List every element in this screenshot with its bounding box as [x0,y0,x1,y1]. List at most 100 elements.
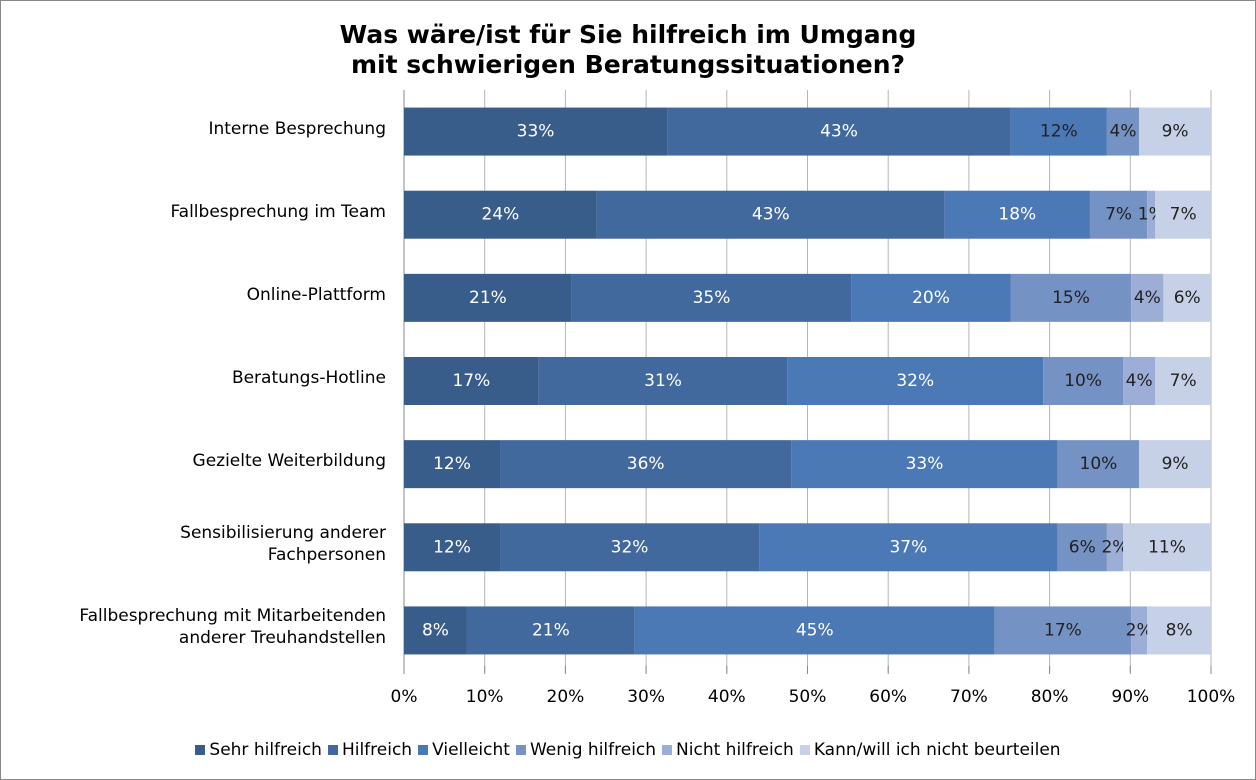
legend-swatch [799,745,810,755]
data-label: 9% [1162,454,1189,474]
bar-segment [1163,273,1211,322]
bar-segment [500,523,760,572]
bar-segment [1057,523,1107,572]
data-label: 12% [433,454,471,474]
chart-title: Was wäre/ist für Sie hilfreich im Umgang… [339,20,917,79]
bar-segment [1131,606,1148,655]
bar-segment [404,523,501,572]
data-label: 4% [1134,288,1161,308]
bar-segment [1147,190,1156,239]
data-label: 7% [1170,205,1197,225]
x-tick-label: 80% [1031,687,1069,707]
bar-segment [1155,190,1211,239]
data-label: 6% [1174,288,1201,308]
bar-segment [634,606,995,655]
bar-segment [404,440,501,489]
bar-segment [1123,523,1211,572]
data-label: 45% [796,620,834,640]
data-label: 10% [1064,371,1102,391]
y-tick-label: Sensibilisierung anderer Fachpersonen [180,523,386,566]
x-tick-label: 50% [789,687,827,707]
x-tick-label: 60% [869,687,907,707]
bar-segment [404,606,467,655]
data-label: 31% [644,371,682,391]
x-tick-label: 40% [708,687,746,707]
data-label: 17% [1044,620,1082,640]
data-label: 2% [1126,620,1153,640]
data-label: 18% [998,205,1036,225]
y-tick-label: Fallbesprechung im Team [170,201,386,222]
legend-item: Hilfreich [327,740,413,760]
data-label: 4% [1126,371,1153,391]
data-label: 6% [1069,537,1096,557]
data-label: 7% [1105,205,1132,225]
bar-segment [500,440,792,489]
data-label: 33% [517,122,555,142]
bar-segment [466,606,635,655]
x-tick-label: 90% [1111,687,1149,707]
data-label: 10% [1080,454,1118,474]
bar-segment [1106,523,1124,572]
legend-item: Sehr hilfreich [195,740,322,760]
bar-segment [759,523,1058,572]
y-tick-label: Fallbesprechung mit Mitarbeitenden ander… [79,606,386,649]
data-label: 17% [452,371,490,391]
legend-label: Sehr hilfreich [209,740,322,760]
bar-segment [1010,273,1132,322]
legend-item: Wenig hilfreich [515,740,656,760]
bar-segment [404,357,539,405]
bar-segment [1057,440,1140,489]
x-tick-label: 100% [1187,687,1236,707]
bar-segment [1123,357,1156,405]
legend-item: Kann/will ich nicht beurteilen [799,740,1061,760]
x-tick-label: 30% [627,687,665,707]
legend-label: Nicht hilfreich [676,740,794,760]
bar-segment [1131,273,1164,322]
data-label: 36% [627,454,665,474]
y-tick-label: Beratungs-Hotline [231,368,386,388]
bar-segment [994,606,1132,655]
legend-label: Vielleicht [432,740,510,760]
data-label: 2% [1101,537,1128,557]
legend-label: Kann/will ich nicht beurteilen [813,740,1061,760]
data-label: 11% [1148,537,1186,557]
legend-swatch [327,745,338,755]
bar-segment [1010,107,1107,156]
bar-segment [1139,107,1211,156]
bar-segment [944,190,1090,239]
data-label: 32% [896,371,934,391]
data-label: 35% [693,288,731,308]
data-label: 24% [482,205,520,225]
legend: Sehr hilfreich Hilfreich Vielleicht Wenig h… [0,740,1256,760]
bar-segment [596,190,945,239]
data-label: 43% [752,205,790,225]
data-label: 12% [433,537,471,557]
bar-segment [538,357,788,405]
data-label: 21% [532,620,570,640]
bar-segment [1155,357,1211,405]
bar-segment [571,273,852,322]
bar-segment [404,107,668,156]
data-label: 33% [906,454,944,474]
y-tick-label: Interne Besprechung [208,118,386,139]
data-label: 12% [1040,122,1078,142]
y-tick-label: Gezielte Weiterbildung [192,451,386,472]
bar-segment [404,190,597,239]
bar-segment [851,273,1011,322]
legend-swatch [662,745,673,755]
bar-segment [1139,440,1211,489]
y-tick-label: Online-Plattform [246,284,386,305]
bar-segment [404,273,572,322]
data-label: 4% [1110,122,1137,142]
bar-segment [787,357,1044,405]
bar-segment [1147,606,1211,655]
legend-label: Hilfreich [341,740,413,760]
bar-segment [1043,357,1124,405]
legend-swatch [418,745,429,755]
data-label: 7% [1170,371,1197,391]
x-tick-label: 20% [547,687,585,707]
data-label: 21% [469,288,507,308]
bar-segment [1089,190,1148,239]
